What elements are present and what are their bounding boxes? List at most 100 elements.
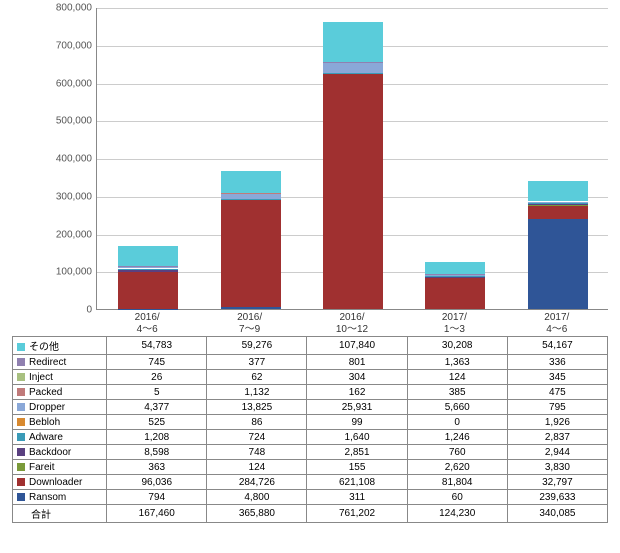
row-label-text: Packed bbox=[29, 387, 62, 398]
legend-swatch bbox=[17, 403, 25, 411]
data-cell: 795 bbox=[507, 400, 607, 415]
y-axis-label: 100,000 bbox=[32, 267, 92, 278]
y-axis-label: 700,000 bbox=[32, 40, 92, 51]
bar-segment-dropper bbox=[323, 63, 383, 73]
data-cell: 311 bbox=[307, 490, 407, 505]
row-label-text: Adware bbox=[29, 432, 63, 443]
data-cell: 54,783 bbox=[107, 337, 207, 355]
bar-segment-downloader bbox=[323, 74, 383, 308]
table-row: Packed51,132162385475 bbox=[13, 385, 608, 400]
data-cell: 1,640 bbox=[307, 430, 407, 445]
y-axis-label: 800,000 bbox=[32, 3, 92, 14]
data-cell: 86 bbox=[207, 415, 307, 430]
row-label-adware: Adware bbox=[13, 430, 107, 445]
legend-swatch bbox=[17, 493, 25, 501]
bar-segment-downloader bbox=[528, 206, 588, 218]
bar-segment-other bbox=[221, 171, 281, 193]
row-label-ransom: Ransom bbox=[13, 490, 107, 505]
grid-line bbox=[97, 8, 608, 9]
table-row-total: 合計167,460365,880761,202124,230340,085 bbox=[13, 505, 608, 523]
data-cell: 2,944 bbox=[507, 445, 607, 460]
data-cell: 32,797 bbox=[507, 475, 607, 490]
legend-swatch bbox=[17, 343, 25, 351]
row-label-redirect: Redirect bbox=[13, 355, 107, 370]
row-label-text: Fareit bbox=[29, 462, 55, 473]
data-cell: 363 bbox=[107, 460, 207, 475]
row-label-backdoor: Backdoor bbox=[13, 445, 107, 460]
bar-segment-ransom bbox=[221, 307, 281, 309]
bar-segment-fareit bbox=[528, 205, 588, 206]
data-cell: 54,167 bbox=[507, 337, 607, 355]
data-cell: 724 bbox=[207, 430, 307, 445]
table-row: Bebloh525869901,926 bbox=[13, 415, 608, 430]
data-cell: 5,660 bbox=[407, 400, 507, 415]
data-cell: 0 bbox=[407, 415, 507, 430]
row-label-inject: Inject bbox=[13, 370, 107, 385]
data-cell: 1,132 bbox=[207, 385, 307, 400]
row-label-text: Downloader bbox=[29, 477, 82, 488]
data-cell: 2,620 bbox=[407, 460, 507, 475]
y-axis-label: 400,000 bbox=[32, 154, 92, 165]
bar-segment-backdoor bbox=[118, 269, 178, 272]
table-row: Adware1,2087241,6401,2462,837 bbox=[13, 430, 608, 445]
bar-segment-other bbox=[425, 262, 485, 273]
legend-swatch bbox=[17, 418, 25, 426]
row-label-other: その他 bbox=[13, 337, 107, 355]
x-axis-label: 2017/4～6 bbox=[507, 312, 607, 336]
table-row: Dropper4,37713,82525,9315,660795 bbox=[13, 400, 608, 415]
chart-container: 0100,000200,000300,000400,000500,000600,… bbox=[0, 0, 620, 553]
data-cell: 107,840 bbox=[307, 337, 407, 355]
row-label-text: Backdoor bbox=[29, 447, 71, 458]
data-cell: 525 bbox=[107, 415, 207, 430]
table-row: Backdoor8,5987482,8517602,944 bbox=[13, 445, 608, 460]
data-cell: 748 bbox=[207, 445, 307, 460]
row-label-packed: Packed bbox=[13, 385, 107, 400]
y-axis-label: 500,000 bbox=[32, 116, 92, 127]
data-cell: 81,804 bbox=[407, 475, 507, 490]
bar-segment-other bbox=[118, 246, 178, 267]
plot-area bbox=[96, 8, 608, 310]
legend-swatch bbox=[17, 433, 25, 441]
bar-segment-downloader bbox=[221, 200, 281, 307]
row-label-text: Bebloh bbox=[29, 417, 60, 428]
row-label-downloader: Downloader bbox=[13, 475, 107, 490]
data-cell: 336 bbox=[507, 355, 607, 370]
data-cell: 284,726 bbox=[207, 475, 307, 490]
legend-swatch bbox=[17, 478, 25, 486]
total-cell: 340,085 bbox=[507, 505, 607, 523]
data-cell: 304 bbox=[307, 370, 407, 385]
data-cell: 59,276 bbox=[207, 337, 307, 355]
table-row: Redirect7453778011,363336 bbox=[13, 355, 608, 370]
data-cell: 1,208 bbox=[107, 430, 207, 445]
bar-segment-bebloh bbox=[528, 202, 588, 203]
data-cell: 239,633 bbox=[507, 490, 607, 505]
data-cell: 60 bbox=[407, 490, 507, 505]
row-label-text: Inject bbox=[29, 372, 53, 383]
data-cell: 1,363 bbox=[407, 355, 507, 370]
data-cell: 99 bbox=[307, 415, 407, 430]
total-cell: 124,230 bbox=[407, 505, 507, 523]
y-axis-label: 600,000 bbox=[32, 78, 92, 89]
row-label-dropper: Dropper bbox=[13, 400, 107, 415]
data-cell: 760 bbox=[407, 445, 507, 460]
data-cell: 2,851 bbox=[307, 445, 407, 460]
data-cell: 155 bbox=[307, 460, 407, 475]
data-cell: 4,800 bbox=[207, 490, 307, 505]
data-cell: 1,246 bbox=[407, 430, 507, 445]
data-cell: 25,931 bbox=[307, 400, 407, 415]
row-label-text: Redirect bbox=[29, 357, 66, 368]
x-axis-label: 2017/1～3 bbox=[404, 312, 504, 336]
table-row: その他54,78359,276107,84030,20854,167 bbox=[13, 337, 608, 355]
bar-segment-redirect bbox=[425, 274, 485, 275]
bar-segment-other bbox=[323, 22, 383, 63]
data-cell: 475 bbox=[507, 385, 607, 400]
total-cell: 167,460 bbox=[107, 505, 207, 523]
legend-swatch bbox=[17, 388, 25, 396]
data-cell: 794 bbox=[107, 490, 207, 505]
table-row: Fareit3631241552,6203,830 bbox=[13, 460, 608, 475]
x-axis-label: 2016/7～9 bbox=[200, 312, 300, 336]
bar-segment-other bbox=[528, 181, 588, 201]
data-table: その他54,78359,276107,84030,20854,167Redire… bbox=[12, 336, 608, 523]
data-cell: 124 bbox=[207, 460, 307, 475]
data-cell: 96,036 bbox=[107, 475, 207, 490]
